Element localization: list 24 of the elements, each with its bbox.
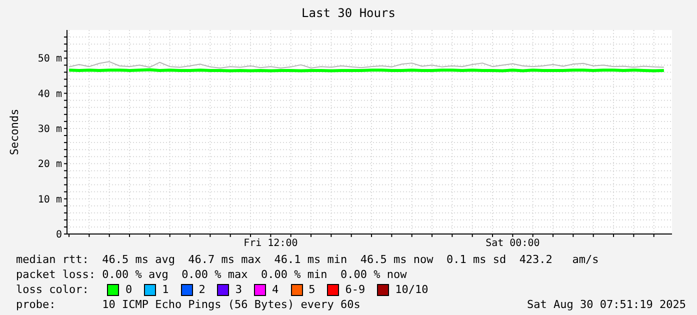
text: median rtt: 46.5 ms avg 46.7 ms max 46.1 ms min 46.5 ms now 0.1 ms sd 423.2 am/s (16, 252, 600, 267)
text: Sat Aug 30 07:51:19 2025 (527, 297, 686, 312)
text: probe: 10 ICMP Echo Pings (56 Bytes) every 60s (16, 297, 360, 312)
legend-label: 3 (235, 282, 242, 297)
y-axis-title: Seconds (8, 108, 21, 156)
legend-label: 4 (272, 282, 279, 297)
legend-label: 1 (162, 282, 169, 297)
chart-title: Last 30 Hours (300, 6, 396, 20)
y-tick-label: 10 m (38, 194, 62, 206)
y-tick-label: 0 (56, 230, 62, 241)
line-series (68, 61, 664, 68)
legend-title: loss color: (16, 282, 90, 297)
legend-label: 2 (198, 282, 206, 297)
text: packet loss: 0.00 % avg 0.00 % max 0.00 % min 0.00 % now (16, 267, 408, 282)
legend-label: 0 (125, 282, 132, 297)
y-tick-label: 40 m (38, 88, 62, 100)
y-tick-label: 50 m (38, 54, 62, 65)
legend-label: 6-9 (345, 282, 366, 297)
legend-label: 10/10 (395, 282, 428, 297)
x-tick-label: Fri 12:00 (244, 238, 298, 250)
legend-label: 5 (308, 282, 316, 297)
x-tick-label: Sat 00:00 (486, 238, 540, 250)
y-tick-label: 20 m (38, 159, 62, 170)
y-tick-label: 30 m (38, 124, 62, 136)
